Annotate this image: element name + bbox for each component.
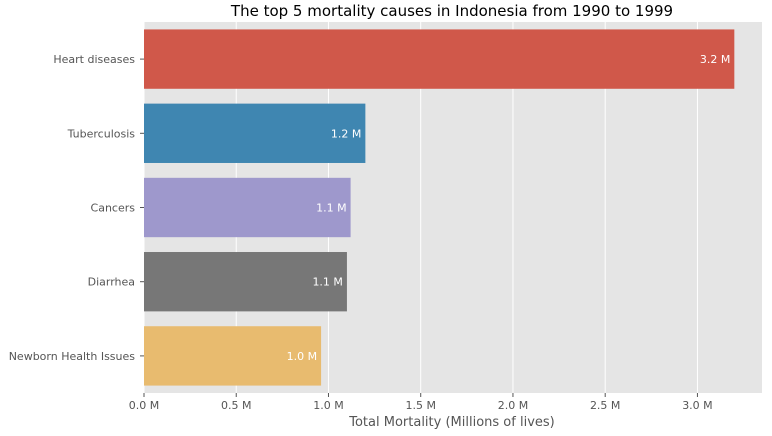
x-tick-label: 1.0 M xyxy=(313,399,343,412)
bar xyxy=(144,103,366,163)
x-tick-label: 2.5 M xyxy=(590,399,620,412)
x-tick-label: 2.0 M xyxy=(498,399,528,412)
bar-value-label: 1.2 M xyxy=(331,127,361,140)
y-tick-label: Cancers xyxy=(91,202,136,215)
y-tick-label: Newborn Health Issues xyxy=(9,350,136,363)
bar xyxy=(144,326,322,386)
bar-value-label: 1.1 M xyxy=(316,202,346,215)
y-tick-label: Heart diseases xyxy=(53,53,135,66)
bar-value-label: 1.1 M xyxy=(312,276,342,289)
x-tick-label: 1.5 M xyxy=(405,399,435,412)
x-axis-label: Total Mortality (Millions of lives) xyxy=(348,415,554,430)
bar-value-label: 3.2 M xyxy=(700,53,730,66)
y-tick-label: Diarrhea xyxy=(88,276,135,289)
bar xyxy=(144,29,735,89)
bar xyxy=(144,252,347,312)
bars xyxy=(144,29,735,386)
x-tick-label: 0.0 M xyxy=(129,399,159,412)
x-tick-label: 0.5 M xyxy=(221,399,251,412)
x-axis-ticks: 0.0 M 0.5 M 1.0 M 1.5 M 2.0 M 2.5 M 3.0 M xyxy=(129,393,713,412)
y-tick-label: Tuberculosis xyxy=(67,127,136,140)
bar-value-label: 1.0 M xyxy=(287,350,317,363)
bar xyxy=(144,177,351,238)
chart-title: The top 5 mortality causes in Indonesia … xyxy=(230,2,673,20)
bar-value-labels: 3.2 M 1.2 M 1.1 M 1.1 M 1.0 M xyxy=(287,53,731,363)
x-tick-label: 3.0 M xyxy=(682,399,712,412)
y-axis-ticks: Heart diseases Tuberculosis Cancers Diarrhe… xyxy=(9,53,144,363)
